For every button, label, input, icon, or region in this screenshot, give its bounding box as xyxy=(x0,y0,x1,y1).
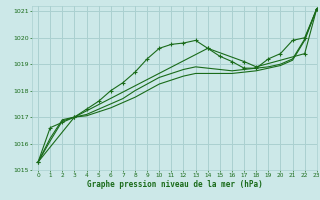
X-axis label: Graphe pression niveau de la mer (hPa): Graphe pression niveau de la mer (hPa) xyxy=(86,180,262,189)
